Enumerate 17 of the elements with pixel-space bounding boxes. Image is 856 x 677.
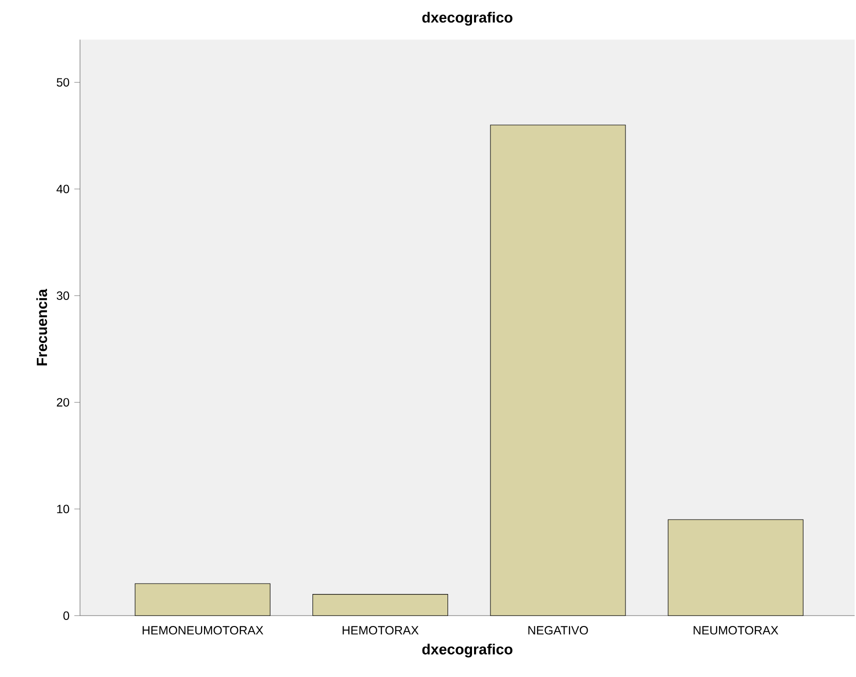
- x-tick-label: NEUMOTORAX: [694, 626, 778, 635]
- x-tick-label: HEMOTORAX: [342, 626, 419, 635]
- y-tick-label: 10: [57, 504, 70, 514]
- chart-title: dxecografico: [422, 12, 512, 26]
- x-axis-title: dxecografico: [422, 644, 512, 658]
- x-tick-label: HEMONEUMOTORAX: [142, 626, 264, 635]
- y-axis-title: Frecuencia: [36, 288, 48, 366]
- bar: [490, 124, 626, 616]
- y-tick-label: 20: [56, 398, 70, 407]
- y-tick-label: 0: [63, 611, 70, 620]
- y-tick-label: 30: [56, 291, 70, 300]
- bar: [668, 519, 804, 616]
- y-tick-label: 40: [56, 184, 70, 194]
- bar: [312, 594, 448, 616]
- x-tick-label: NEGATIVO: [528, 626, 588, 635]
- bar: [134, 583, 270, 616]
- y-tick-label: 50: [56, 78, 70, 87]
